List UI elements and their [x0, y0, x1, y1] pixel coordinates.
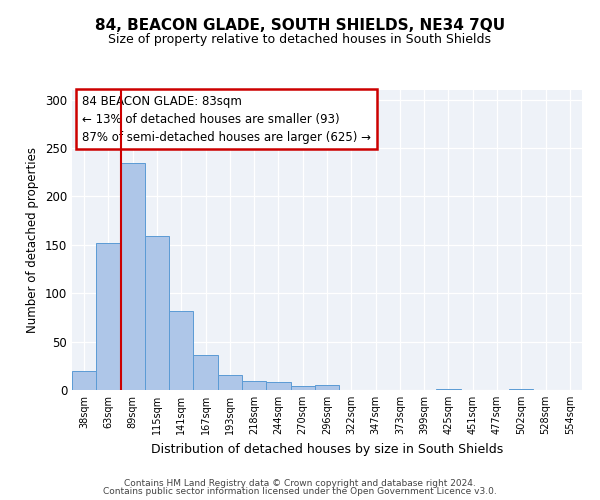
- Bar: [290, 386, 315, 390]
- Text: Contains public sector information licensed under the Open Government Licence v3: Contains public sector information licen…: [103, 487, 497, 496]
- Text: 84, BEACON GLADE, SOUTH SHIELDS, NE34 7QU: 84, BEACON GLADE, SOUTH SHIELDS, NE34 7Q…: [95, 18, 505, 32]
- Bar: [145, 236, 169, 390]
- Bar: [96, 243, 121, 390]
- Bar: [121, 162, 145, 390]
- Bar: [72, 370, 96, 390]
- Bar: [509, 389, 533, 390]
- Text: Contains HM Land Registry data © Crown copyright and database right 2024.: Contains HM Land Registry data © Crown c…: [124, 478, 476, 488]
- Text: 84 BEACON GLADE: 83sqm
← 13% of detached houses are smaller (93)
87% of semi-det: 84 BEACON GLADE: 83sqm ← 13% of detached…: [82, 94, 371, 144]
- Bar: [315, 385, 339, 390]
- X-axis label: Distribution of detached houses by size in South Shields: Distribution of detached houses by size …: [151, 442, 503, 456]
- Y-axis label: Number of detached properties: Number of detached properties: [26, 147, 40, 333]
- Bar: [242, 382, 266, 390]
- Bar: [218, 376, 242, 390]
- Bar: [436, 389, 461, 390]
- Bar: [266, 382, 290, 390]
- Text: Size of property relative to detached houses in South Shields: Size of property relative to detached ho…: [109, 32, 491, 46]
- Bar: [193, 355, 218, 390]
- Bar: [169, 310, 193, 390]
